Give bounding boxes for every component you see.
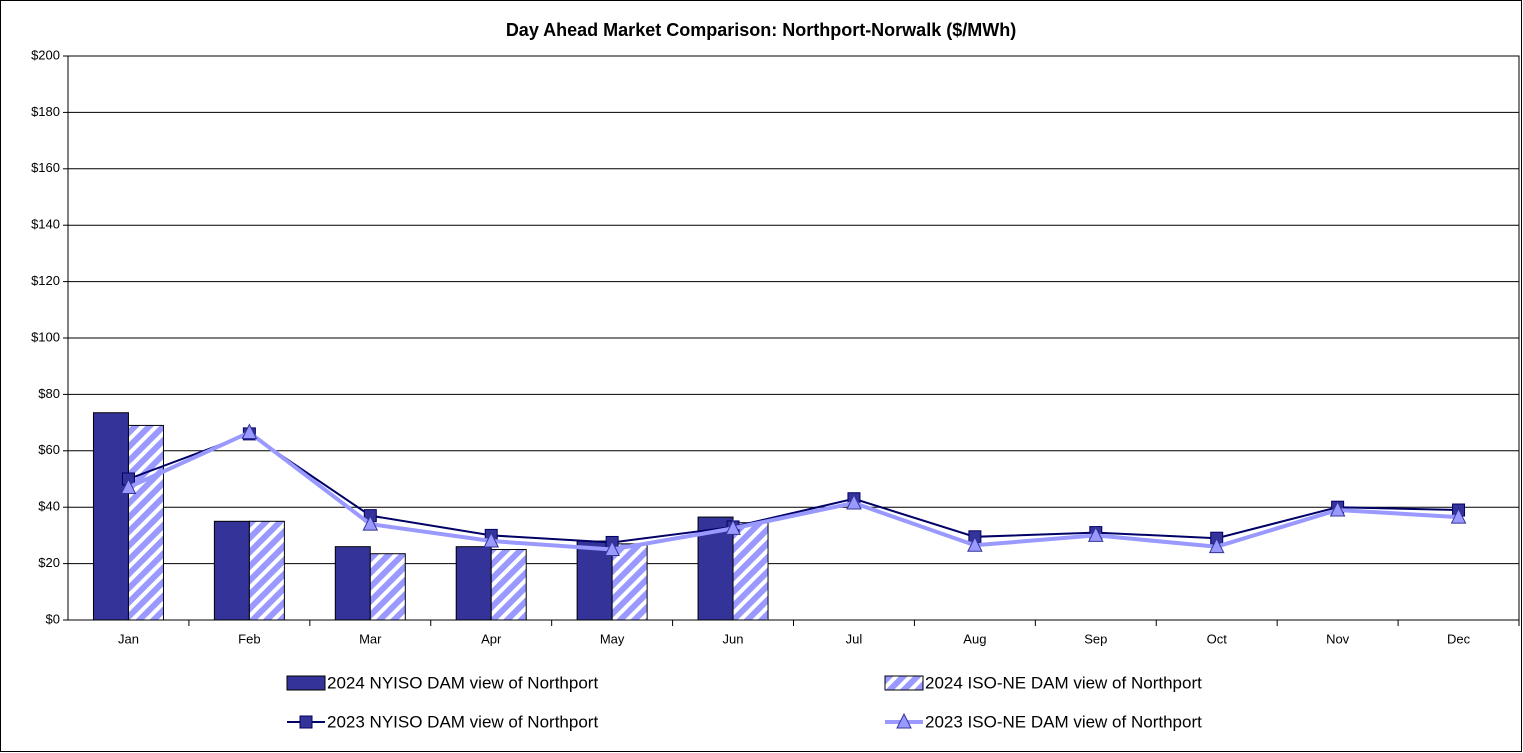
x-tick-label: Jul <box>846 631 863 646</box>
line-marker <box>241 423 258 439</box>
x-tick-label: Apr <box>481 631 502 646</box>
line-marker <box>1329 500 1346 517</box>
x-tick-label: Dec <box>1447 631 1471 646</box>
x-tick-label: Sep <box>1084 631 1107 646</box>
y-tick-label: $160 <box>31 160 60 175</box>
x-tick-label: Jan <box>118 631 139 646</box>
legend-swatch <box>286 675 326 691</box>
y-tick-label: $180 <box>31 104 60 119</box>
y-tick-label: $100 <box>31 329 60 344</box>
line <box>127 430 1459 552</box>
y-tick-label: $200 <box>31 47 60 62</box>
legend-marker <box>896 712 912 729</box>
line-marker <box>362 515 379 531</box>
y-tick-label: $20 <box>38 555 60 570</box>
y-tick-label: $40 <box>38 499 60 514</box>
y-tick-label: $80 <box>38 386 60 401</box>
y-tick-label: $60 <box>38 442 60 457</box>
chart-title: Day Ahead Market Comparison: Northport-N… <box>506 20 1016 40</box>
line-marker <box>1087 526 1104 542</box>
bar <box>92 412 129 621</box>
line-marker <box>604 540 620 556</box>
legend-label: 2023 ISO-NE DAM view of Northport <box>925 712 1202 731</box>
x-tick-label: Feb <box>238 631 260 646</box>
legend-marker <box>299 715 313 729</box>
x-tick-label: Jun <box>723 631 744 646</box>
bar <box>732 522 769 621</box>
line-marker <box>483 531 500 548</box>
legend-label: 2024 ISO-NE DAM view of Northport <box>925 673 1202 692</box>
legend-label: 2023 NYISO DAM view of Northport <box>327 712 598 731</box>
line-marker <box>725 519 741 535</box>
legend-label: 2024 NYISO DAM view of Northport <box>327 673 598 692</box>
line-marker <box>967 536 983 552</box>
bar <box>213 520 250 621</box>
line-marker <box>1450 507 1467 524</box>
line-marker <box>1208 537 1225 554</box>
bar <box>611 543 648 621</box>
legend-swatch <box>884 675 924 691</box>
line-marker <box>846 493 862 510</box>
bar <box>248 520 285 621</box>
y-tick-label: $0 <box>46 611 60 626</box>
bar <box>490 549 527 621</box>
bar <box>369 553 406 621</box>
x-tick-label: Nov <box>1326 631 1350 646</box>
bar <box>127 424 164 621</box>
x-tick-label: Aug <box>963 631 986 646</box>
y-tick-label: $120 <box>31 273 60 288</box>
x-tick-label: Mar <box>359 631 382 646</box>
line-marker <box>120 478 137 494</box>
line <box>128 432 1459 544</box>
bar <box>455 546 492 621</box>
bar <box>334 546 371 621</box>
x-tick-label: May <box>600 631 625 646</box>
x-tick-label: Oct <box>1207 631 1228 646</box>
y-tick-label: $140 <box>31 217 60 232</box>
